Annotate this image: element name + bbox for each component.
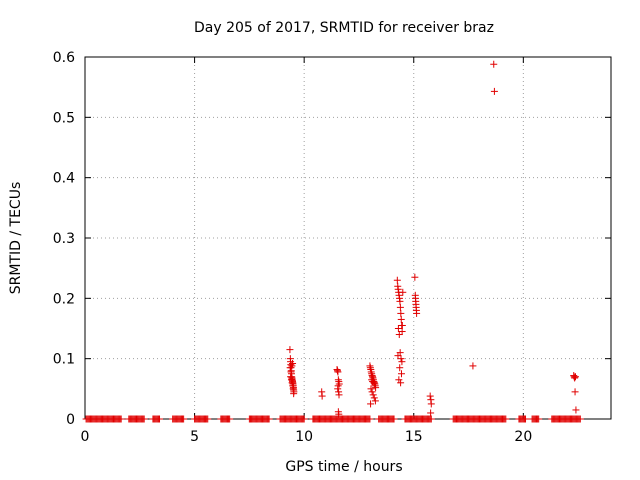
data-point [371, 380, 379, 388]
data-point [334, 385, 342, 393]
data-point [117, 415, 125, 423]
data-point [286, 346, 294, 354]
y-tick-label: 0.5 [53, 110, 75, 126]
data-point [288, 379, 296, 387]
data-point [334, 368, 342, 376]
data-point [490, 60, 498, 68]
data-point [571, 373, 579, 381]
x-tick-label: 5 [190, 429, 199, 445]
data-point [393, 276, 401, 284]
data-point [318, 392, 326, 400]
data-point [390, 415, 398, 423]
x-axis-label: GPS time / hours [285, 459, 402, 475]
data-point [370, 394, 378, 402]
data-point [180, 415, 188, 423]
y-tick-label: 0.2 [53, 291, 75, 307]
data-point [397, 379, 405, 387]
data-point [335, 380, 343, 388]
data-point [156, 415, 164, 423]
data-point [412, 300, 420, 308]
data-point [265, 415, 273, 423]
y-tick-label: 0.3 [53, 231, 75, 247]
data-point [396, 364, 404, 372]
data-point [469, 362, 477, 370]
data-point [427, 400, 435, 408]
x-tick-label: 20 [514, 429, 532, 445]
y-tick-label: 0.1 [53, 352, 75, 368]
data-point [396, 297, 404, 305]
data-point [367, 400, 375, 408]
data-point [412, 306, 420, 314]
data-markers [82, 60, 584, 423]
data-point [397, 370, 405, 378]
data-point [395, 331, 403, 339]
data-point [367, 385, 375, 393]
data-point [398, 321, 406, 329]
plot-frame [84, 56, 612, 420]
y-tick-label: 0 [66, 412, 75, 428]
data-point [287, 376, 295, 384]
data-point [394, 325, 402, 332]
data-point [396, 303, 404, 311]
data-point [370, 379, 378, 387]
data-point [394, 352, 402, 360]
grid-lines [85, 57, 611, 419]
data-point [502, 415, 510, 423]
data-point [300, 415, 308, 423]
data-point [397, 355, 405, 363]
data-point [571, 388, 579, 396]
data-point [427, 415, 435, 423]
data-point [399, 288, 407, 296]
data-point [335, 391, 343, 399]
data-point [395, 376, 403, 384]
y-tick-label: 0.6 [53, 50, 75, 66]
data-point [287, 368, 295, 376]
data-point [490, 87, 498, 95]
data-point [398, 358, 406, 366]
chart-title: Day 205 of 2017, SRMTID for receiver bra… [194, 20, 494, 36]
data-point [427, 409, 435, 417]
data-point [398, 328, 406, 336]
data-point [576, 415, 584, 423]
data-point [372, 384, 380, 392]
data-point [286, 364, 294, 372]
data-point [369, 391, 377, 399]
data-point [572, 406, 580, 414]
data-point [522, 415, 530, 423]
data-point [571, 374, 579, 382]
x-tick-label: 15 [405, 429, 423, 445]
data-point [204, 415, 212, 423]
data-point [412, 294, 420, 302]
x-tick-label: 10 [295, 429, 313, 445]
data-point [426, 392, 434, 400]
data-point [140, 415, 148, 423]
data-point [397, 309, 405, 317]
data-point [397, 315, 405, 323]
data-point [535, 415, 543, 423]
axis-ticks: 0 0.1 0.2 0.3 0.4 0.5 0.6 0 5 10 15 20 [53, 50, 611, 445]
data-point [226, 415, 234, 423]
data-point [371, 397, 379, 405]
data-point [411, 273, 419, 281]
x-tick-label: 0 [81, 429, 90, 445]
y-tick-label: 0.4 [53, 171, 75, 187]
data-point [289, 359, 297, 367]
data-point [366, 415, 374, 423]
data-point [368, 388, 376, 396]
data-point [290, 390, 298, 398]
y-axis-label: SRMTID / TECUs [8, 182, 24, 295]
data-point [335, 410, 343, 418]
